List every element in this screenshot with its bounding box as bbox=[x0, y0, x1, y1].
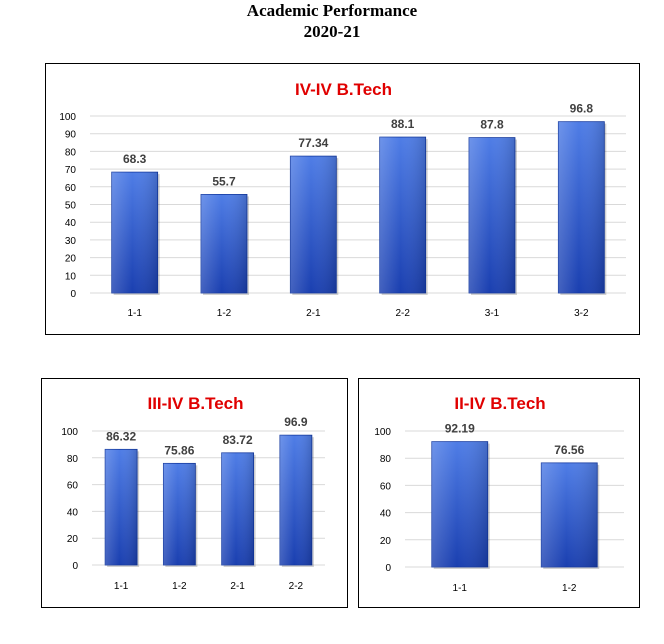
y-tick-label: 50 bbox=[65, 201, 77, 212]
bar-chart-iv-iv: IV-IV B.Tech 0 10 20 30 40 50 60 70 80 90 100 68.3 1-… bbox=[59, 80, 626, 319]
chart-title-iv-iv: IV-IV B.Tech bbox=[295, 80, 392, 99]
data-label: 92.19 bbox=[445, 422, 475, 436]
x-tick-label: 1-2 bbox=[172, 581, 187, 592]
y-tick-label: 90 bbox=[65, 130, 77, 141]
x-tick-label: 2-1 bbox=[306, 308, 321, 319]
y-tick-label: 80 bbox=[380, 454, 392, 465]
x-tick-label: 1-1 bbox=[453, 583, 468, 594]
x-tick-label: 2-1 bbox=[230, 581, 245, 592]
y-tick-label: 40 bbox=[65, 218, 77, 229]
y-tick-label: 20 bbox=[380, 536, 392, 547]
data-label: 96.9 bbox=[284, 415, 308, 429]
x-tick-label: 1-1 bbox=[114, 581, 129, 592]
data-label: 76.56 bbox=[554, 443, 584, 457]
data-label: 96.8 bbox=[570, 102, 594, 116]
bar-shading bbox=[201, 194, 247, 293]
bar-shading bbox=[469, 137, 515, 293]
bar-shading bbox=[163, 463, 196, 565]
y-tick-label: 0 bbox=[385, 563, 391, 574]
bar-shading bbox=[558, 121, 605, 293]
bar-chart-ii-iv: II-IV B.Tech 0 20 40 60 80 100 92.19 1-1 76.56 1-2 bbox=[374, 394, 624, 594]
x-tick-label: 2-2 bbox=[289, 581, 304, 592]
chart-title-ii-iv: II-IV B.Tech bbox=[454, 394, 545, 413]
bar-shading bbox=[221, 452, 254, 565]
y-tick-label: 80 bbox=[67, 454, 79, 465]
y-tick-label: 0 bbox=[72, 561, 78, 572]
bar-shading bbox=[279, 435, 312, 565]
y-tick-label: 60 bbox=[65, 183, 77, 194]
chart-panel-iv-iv: IV-IV B.Tech 0 10 20 30 40 50 60 70 80 90 100 68.3 1-… bbox=[45, 63, 640, 335]
chart-panel-iii-iv: III-IV B.Tech 0 20 40 60 80 100 86.32 1-1 75.86 1-… bbox=[41, 378, 348, 608]
bar-shading bbox=[105, 449, 138, 565]
bar-shading bbox=[290, 156, 337, 293]
data-label: 68.3 bbox=[123, 152, 147, 166]
x-tick-label: 1-1 bbox=[127, 308, 142, 319]
bar-chart-iii-iv: III-IV B.Tech 0 20 40 60 80 100 86.32 1-1 75.86 1-… bbox=[61, 394, 325, 592]
x-tick-label: 3-1 bbox=[485, 308, 500, 319]
chart-panel-ii-iv: II-IV B.Tech 0 20 40 60 80 100 92.19 1-1 76.56 1-2 bbox=[358, 378, 640, 608]
bar-shading bbox=[379, 137, 426, 293]
y-tick-label: 100 bbox=[59, 112, 76, 123]
page-heading: Academic Performance 2020-21 bbox=[0, 0, 664, 42]
data-label: 86.32 bbox=[106, 429, 136, 443]
data-label: 87.8 bbox=[480, 118, 504, 132]
x-tick-label: 3-2 bbox=[574, 308, 589, 319]
data-label: 83.72 bbox=[223, 433, 253, 447]
x-tick-label: 1-2 bbox=[562, 583, 577, 594]
y-tick-label: 100 bbox=[374, 427, 391, 438]
y-tick-label: 70 bbox=[65, 165, 77, 176]
bar-shading bbox=[541, 462, 598, 567]
data-label: 77.34 bbox=[298, 136, 328, 150]
bar-shading bbox=[431, 441, 488, 567]
chart-title-iii-iv: III-IV B.Tech bbox=[147, 394, 243, 413]
data-label: 88.1 bbox=[391, 117, 415, 131]
x-tick-label: 1-2 bbox=[217, 308, 232, 319]
y-tick-label: 80 bbox=[65, 147, 77, 158]
y-tick-label: 40 bbox=[380, 509, 392, 520]
page-title: Academic Performance bbox=[246, 1, 418, 20]
y-tick-label: 30 bbox=[65, 236, 77, 247]
y-tick-label: 100 bbox=[61, 427, 78, 438]
page-subtitle: 2020-21 bbox=[303, 22, 361, 41]
y-tick-label: 10 bbox=[65, 271, 77, 282]
y-tick-label: 60 bbox=[380, 481, 392, 492]
data-label: 55.7 bbox=[212, 174, 236, 188]
x-tick-label: 2-2 bbox=[395, 308, 410, 319]
y-tick-label: 40 bbox=[67, 507, 79, 518]
bar-shading bbox=[111, 172, 158, 293]
y-tick-label: 20 bbox=[65, 254, 77, 265]
y-tick-label: 0 bbox=[70, 289, 76, 300]
y-tick-label: 20 bbox=[67, 534, 79, 545]
y-tick-label: 60 bbox=[67, 481, 79, 492]
data-label: 75.86 bbox=[164, 443, 194, 457]
